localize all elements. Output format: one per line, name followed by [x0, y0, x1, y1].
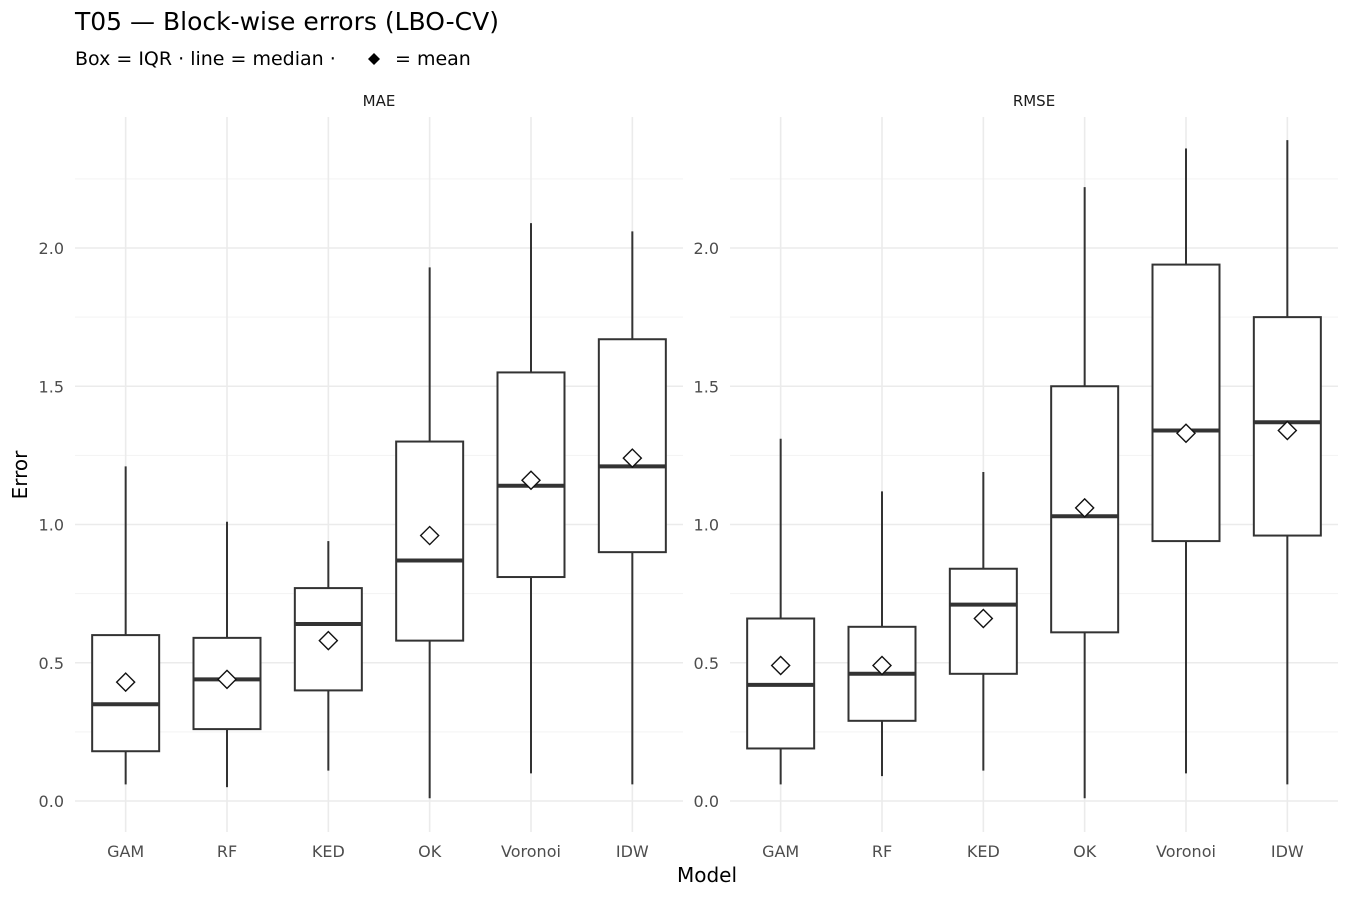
y-tick-label: 0.5: [39, 654, 64, 673]
mean-diamond-marker: [770, 655, 791, 676]
x-axis-title: Model: [677, 863, 737, 887]
box-rf: [192, 521, 262, 788]
iqr-box: [91, 634, 161, 753]
box-idw: [597, 231, 667, 785]
box-ked: [948, 471, 1018, 771]
x-tick-label: OK: [1073, 842, 1097, 861]
y-tick-label: 2.0: [694, 239, 719, 258]
mean-diamond-marker: [1277, 420, 1298, 441]
x-tick-label: RF: [872, 842, 892, 861]
mean-diamond-marker: [973, 608, 994, 629]
mean-diamond-marker: [622, 448, 643, 469]
y-tick-label: 1.5: [39, 377, 64, 396]
box-gam: [746, 438, 816, 785]
facet-strip-label: MAE: [363, 92, 396, 110]
y-tick-label: 1.0: [39, 516, 64, 535]
y-tick-label: 0.5: [694, 654, 719, 673]
box-idw: [1252, 140, 1322, 785]
panel-mae: 0.0 0.5 1.0 1.5 2.0 MAE GAM RF KED OK Voronoi IDW: [39, 92, 683, 861]
mean-diamond-marker: [1074, 497, 1095, 518]
y-tick-label: 2.0: [39, 239, 64, 258]
x-tick-label: GAM: [107, 842, 144, 861]
y-axis-title: Error: [8, 450, 32, 500]
x-tick-label: Voronoi: [501, 842, 561, 861]
x-tick-label: Voronoi: [1156, 842, 1216, 861]
box-voronoi: [1151, 148, 1221, 774]
box-gam: [91, 466, 161, 785]
x-tick-label: OK: [418, 842, 442, 861]
box-ok: [1050, 187, 1120, 799]
y-tick-label: 0.0: [39, 792, 64, 811]
mean-diamond-marker: [217, 669, 237, 690]
box-voronoi: [496, 223, 566, 774]
mean-diamond-marker: [872, 655, 892, 676]
facet-strip-label: RMSE: [1013, 92, 1055, 110]
x-tick-label: RF: [217, 842, 237, 861]
box-ked: [293, 541, 363, 771]
mean-diamond-marker: [419, 525, 440, 546]
mean-diamond-marker: [521, 470, 541, 491]
box-rf: [847, 491, 917, 777]
chart-title: T05 — Block-wise errors (LBO-CV): [74, 7, 499, 36]
box-ok: [395, 267, 465, 799]
mean-diamond-marker: [318, 630, 339, 651]
iqr-box: [597, 338, 667, 554]
x-tick-label: IDW: [616, 842, 649, 861]
y-tick-label: 0.0: [694, 792, 719, 811]
x-tick-label: KED: [967, 842, 1000, 861]
x-tick-label: GAM: [762, 842, 799, 861]
panel-rmse: 0.0 0.5 1.0 1.5 2.0 RMSE GAM RF KED OK Voronoi IDW: [694, 92, 1338, 861]
chart-subtitle-prefix: Box = IQR · line = median ·: [75, 48, 336, 70]
legend-mean-diamond-icon: [368, 53, 380, 65]
x-tick-label: KED: [312, 842, 345, 861]
iqr-box: [1151, 263, 1221, 543]
y-tick-label: 1.0: [694, 516, 719, 535]
y-tick-label: 1.5: [694, 377, 719, 396]
mean-diamond-marker: [1176, 423, 1196, 444]
x-tick-label: IDW: [1271, 842, 1304, 861]
chart-subtitle-suffix: = mean: [395, 48, 471, 70]
mean-diamond-marker: [115, 672, 136, 693]
